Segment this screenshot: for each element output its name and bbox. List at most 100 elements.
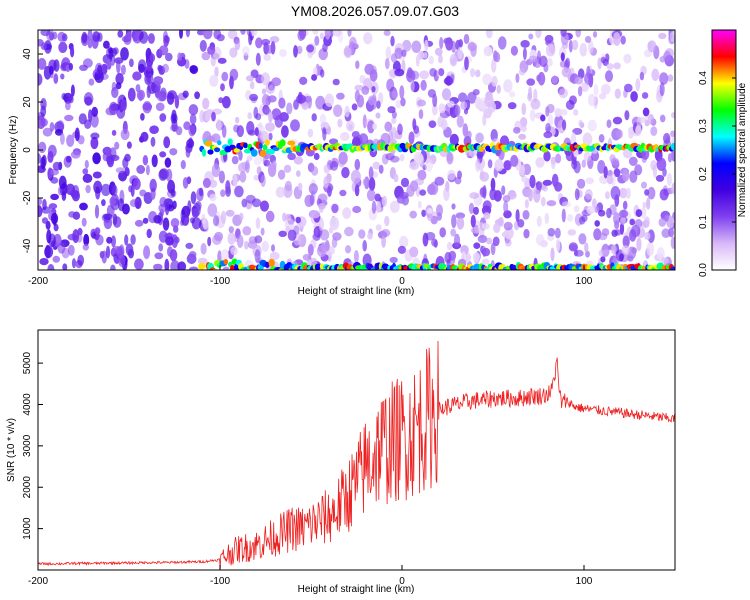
heatmap-cell bbox=[635, 209, 643, 218]
heatmap-cell bbox=[319, 229, 330, 241]
heatmap-cell bbox=[322, 42, 328, 53]
heatmap-cell bbox=[354, 184, 360, 197]
heatmap-cell bbox=[92, 171, 102, 179]
heatmap-cell bbox=[581, 159, 587, 168]
heatmap-cell bbox=[278, 97, 286, 109]
heatmap-cell bbox=[220, 249, 229, 262]
heatmap-cell bbox=[209, 193, 217, 202]
heatmap-cell bbox=[93, 180, 103, 194]
heatmap-cell bbox=[490, 242, 496, 256]
heatmap-cell bbox=[218, 170, 225, 184]
heatmap-cell bbox=[286, 102, 293, 115]
heatmap-cell bbox=[409, 210, 418, 219]
snr-x-axis-label: Height of straight line (km) bbox=[298, 584, 415, 595]
heatmap-cell bbox=[456, 115, 464, 128]
heatmap-cell bbox=[82, 168, 89, 175]
heatmap-cell bbox=[621, 245, 630, 256]
heatmap-cell bbox=[278, 230, 288, 237]
heatmap-cell bbox=[384, 58, 390, 70]
heatmap-cell bbox=[588, 73, 594, 88]
heatmap-cell bbox=[284, 180, 292, 192]
heatmap-cell bbox=[106, 236, 113, 244]
heatmap-cell bbox=[567, 214, 574, 222]
heatmap-cell bbox=[149, 125, 159, 134]
heatmap-cell bbox=[650, 126, 658, 137]
heatmap-cell bbox=[118, 170, 128, 182]
heatmap-cell bbox=[486, 237, 493, 245]
heatmap-y-tick-label: 0 bbox=[22, 147, 33, 153]
heatmap-cell bbox=[62, 263, 68, 270]
heatmap-cell bbox=[44, 244, 51, 259]
heatmap-cell bbox=[577, 86, 583, 97]
heatmap-cell bbox=[227, 232, 236, 245]
heatmap-cell bbox=[521, 175, 528, 183]
heatmap-cell bbox=[52, 255, 61, 263]
heatmap-cell bbox=[271, 108, 282, 121]
heatmap-cell bbox=[169, 249, 178, 262]
heatmap-cell bbox=[120, 128, 130, 141]
heatmap-cell bbox=[70, 190, 77, 198]
heatmap-signal-cell bbox=[279, 139, 286, 147]
heatmap-cell bbox=[263, 54, 272, 61]
heatmap-cell bbox=[312, 232, 321, 241]
heatmap-cell bbox=[613, 62, 621, 70]
heatmap-cell bbox=[619, 253, 624, 262]
snr-y-tick-label: 4000 bbox=[22, 393, 33, 416]
heatmap-cell bbox=[265, 122, 275, 132]
heatmap-cell bbox=[324, 93, 335, 107]
heatmap-cell bbox=[261, 88, 267, 95]
heatmap-cell bbox=[584, 189, 593, 200]
heatmap-cell bbox=[613, 168, 621, 178]
heatmap-cell bbox=[417, 200, 422, 209]
heatmap-cell bbox=[624, 110, 630, 121]
heatmap-cell bbox=[65, 101, 71, 111]
heatmap-cell bbox=[447, 169, 456, 181]
heatmap-signal-cell bbox=[262, 144, 268, 151]
heatmap-cell bbox=[659, 72, 669, 85]
heatmap-cell bbox=[267, 95, 277, 103]
heatmap-cell bbox=[545, 106, 550, 117]
heatmap-cell bbox=[320, 69, 325, 78]
heatmap-cell bbox=[494, 159, 504, 172]
heatmap-cell bbox=[47, 264, 55, 270]
heatmap-cell bbox=[120, 47, 129, 61]
heatmap-cell bbox=[254, 127, 259, 137]
heatmap-cell bbox=[417, 99, 426, 107]
heatmap-cell bbox=[156, 90, 167, 102]
heatmap-cell bbox=[245, 159, 250, 174]
heatmap-cell bbox=[454, 176, 462, 185]
heatmap-cell bbox=[260, 200, 269, 212]
heatmap-cell bbox=[472, 252, 481, 262]
heatmap-cell bbox=[130, 234, 136, 245]
heatmap-cell bbox=[603, 166, 608, 179]
heatmap-cell bbox=[463, 33, 470, 45]
heatmap-cell bbox=[269, 36, 280, 43]
heatmap-cell bbox=[481, 247, 491, 257]
heatmap-cell bbox=[81, 217, 87, 227]
heatmap-cell bbox=[314, 35, 320, 46]
heatmap-cell bbox=[200, 243, 207, 255]
heatmap-cell bbox=[508, 91, 516, 98]
heatmap-cell bbox=[536, 74, 541, 82]
heatmap-cell bbox=[412, 118, 417, 131]
heatmap-cell bbox=[522, 210, 530, 220]
heatmap-cell bbox=[594, 220, 600, 227]
colorbar-gradient bbox=[712, 30, 736, 270]
heatmap-cell bbox=[646, 242, 655, 257]
heatmap-cell bbox=[635, 125, 642, 136]
heatmap-cell bbox=[667, 74, 674, 82]
heatmap-cell bbox=[409, 161, 419, 171]
heatmap-cell bbox=[299, 76, 308, 85]
heatmap-cell bbox=[652, 164, 658, 178]
heatmap-cell bbox=[594, 206, 599, 213]
heatmap-cell bbox=[611, 229, 618, 237]
heatmap-cell bbox=[371, 86, 376, 93]
heatmap-cell bbox=[85, 184, 91, 194]
heatmap-cell bbox=[497, 36, 507, 50]
heatmap-cell bbox=[323, 164, 330, 174]
heatmap-cell bbox=[331, 237, 338, 248]
heatmap-cell bbox=[242, 226, 252, 236]
heatmap-cell bbox=[584, 35, 592, 44]
heatmap-signal-cell bbox=[201, 270, 208, 276]
heatmap-cell bbox=[290, 119, 300, 132]
